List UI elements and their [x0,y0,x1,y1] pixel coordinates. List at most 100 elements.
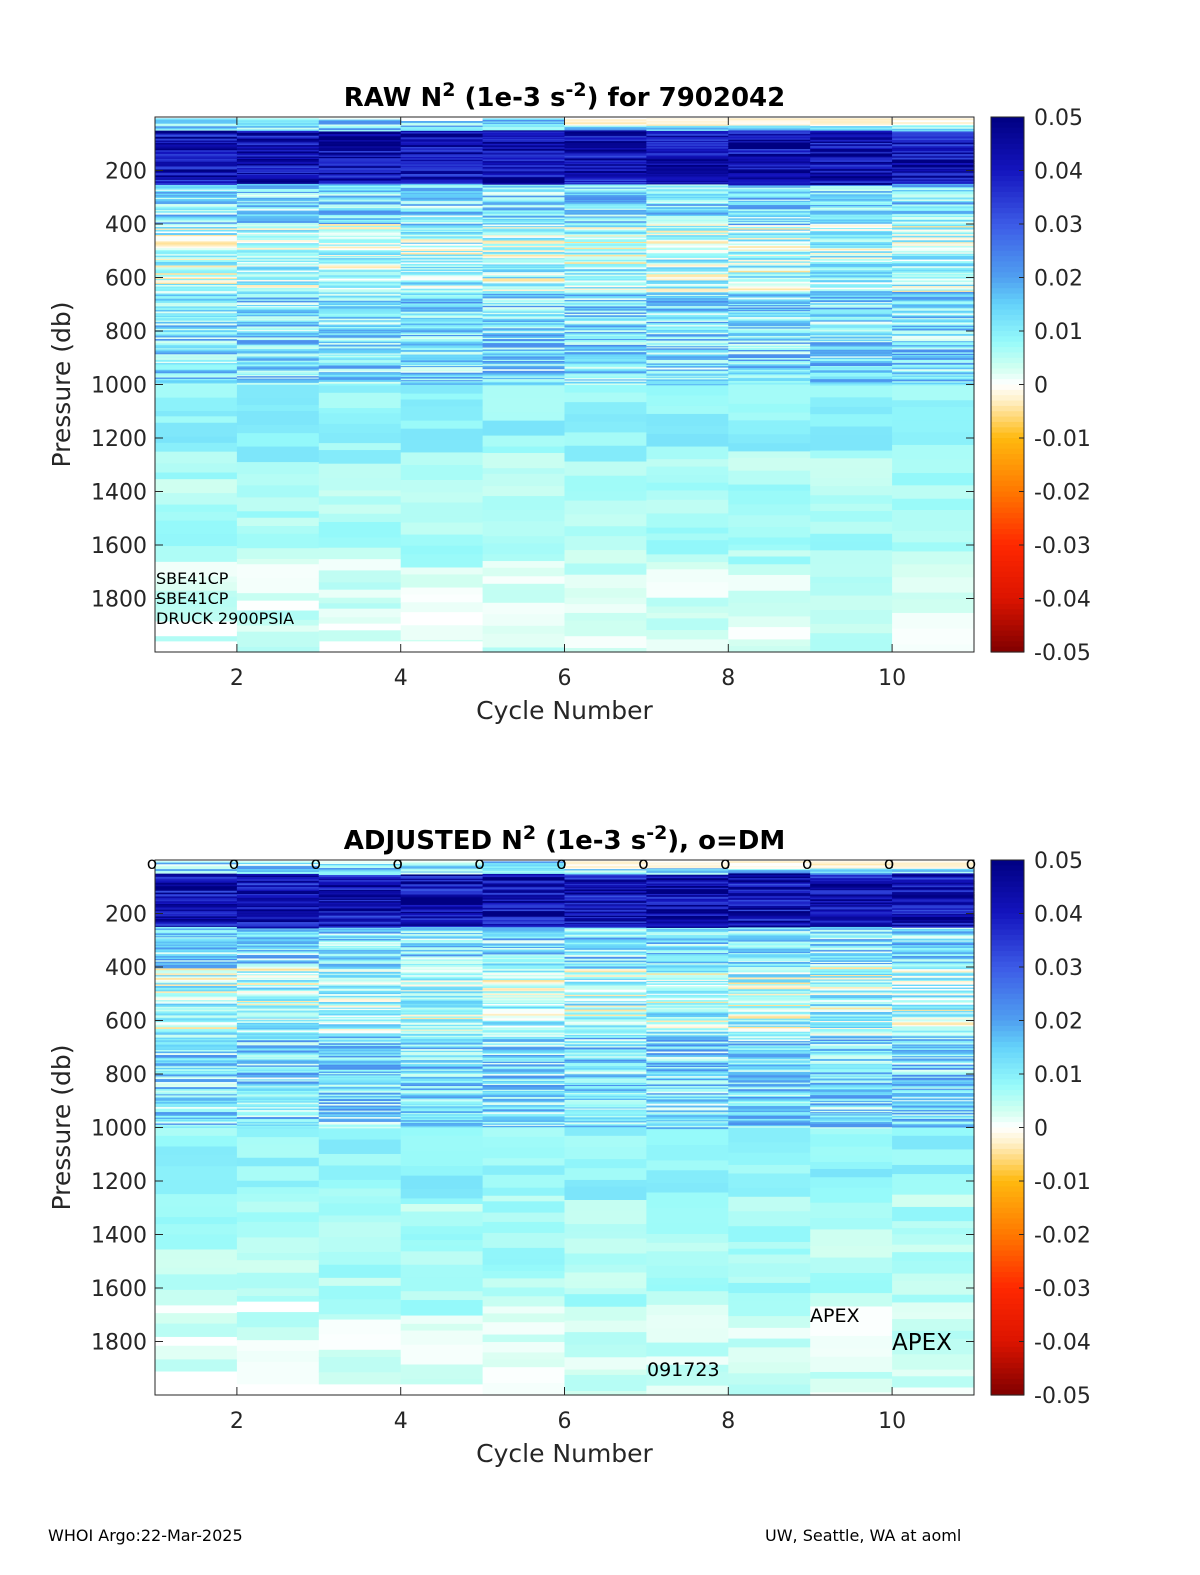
heatmap-cell [400,187,484,191]
heatmap-cell [155,231,238,234]
heatmap-cell [318,163,402,166]
heatmap-cell [318,222,402,225]
heatmap-cell [646,866,729,869]
heatmap-cell [728,897,811,901]
heatmap-cell [236,323,320,326]
heatmap-cell [400,301,484,305]
heatmap-cell [318,1029,402,1031]
heatmap-cell [400,382,484,385]
heatmap-cell [318,362,402,365]
heatmap-cell [155,193,238,196]
heatmap-cell [400,332,484,335]
heatmap-cell [318,908,402,911]
heatmap-cell [236,185,320,188]
heatmap-cell [892,375,975,378]
heatmap-cell [318,370,402,373]
heatmap-cell [482,884,566,887]
heatmap-cell [318,873,402,876]
colorbar-segment [991,1009,1024,1016]
heatmap-cell [482,222,566,224]
heatmap-cell [892,225,975,227]
heatmap-cell [318,885,402,888]
heatmap-cell [564,207,647,210]
heatmap-cell [892,1018,975,1021]
heatmap-cell [236,1201,320,1213]
heatmap-cell [482,1306,566,1315]
heatmap-cell [155,349,238,352]
heatmap-cell [646,425,729,435]
heatmap-cell [892,551,975,565]
heatmap-cell [646,955,729,959]
heatmap-cell [318,326,402,329]
heatmap-cell [155,378,238,381]
heatmap-cell [318,1015,402,1018]
heatmap-cell [482,915,566,918]
heatmap-cell [400,298,484,301]
heatmap-cell [236,994,320,998]
colorbar-segment [991,277,1024,284]
heatmap-cell [318,270,402,273]
heatmap-cell [564,251,647,254]
heatmap-cell [564,126,647,130]
heatmap-cell [646,229,729,232]
heatmap-cell [892,1096,975,1098]
heatmap-cell [155,255,238,258]
heatmap-cell [646,977,729,981]
heatmap-cell [810,323,893,326]
heatmap-cell [810,1080,893,1083]
heatmap-cell [400,128,484,131]
heatmap-cell [318,881,402,884]
heatmap-cell [155,309,238,313]
heatmap-cell [564,1006,647,1010]
heatmap-cell [482,160,566,164]
heatmap-cell [810,872,893,876]
heatmap-cell [155,1072,238,1075]
heatmap-cell [482,509,566,522]
heatmap-cell [728,866,811,868]
heatmap-cell [318,1089,402,1092]
heatmap-cell [236,1022,320,1025]
heatmap-cell [155,931,238,934]
heatmap-cell [892,895,975,898]
heatmap-cell [482,1080,566,1083]
heatmap-cell [318,283,402,287]
heatmap-cell [236,1027,320,1030]
heatmap-cell [564,1049,647,1052]
heatmap-cell [728,544,811,551]
heatmap-cell [400,1105,484,1107]
heatmap-cell [236,1180,320,1188]
heatmap-cell [155,233,238,236]
heatmap-cell [318,1117,402,1120]
heatmap-cell [892,296,975,300]
heatmap-cell [810,899,893,902]
colorbar-segment [991,619,1024,626]
heatmap-cell [155,179,238,182]
heatmap-cell [318,186,402,188]
heatmap-cell [564,931,647,934]
heatmap-cell [400,240,484,244]
heatmap-cell [236,996,320,999]
heatmap-cell [810,225,893,228]
heatmap-cell [892,1118,975,1121]
heatmap-cell [236,1050,320,1053]
heatmap-cell [400,296,484,299]
heatmap-cell [564,536,647,551]
heatmap-cell [155,1122,238,1125]
heatmap-cell [564,414,647,423]
heatmap-cell [482,486,566,497]
heatmap-cell [728,892,811,894]
heatmap-cell [318,302,402,305]
heatmap-cell [236,1121,320,1125]
heatmap-cell [400,994,484,997]
heatmap-cell [400,314,484,317]
heatmap-cell [236,1106,320,1108]
heatmap-cell [564,190,647,194]
heatmap-cell [564,241,647,244]
heatmap-cell [155,900,238,902]
heatmap-cell [236,384,320,399]
heatmap-cell [155,1095,238,1098]
heatmap-cell [646,1026,729,1029]
heatmap-cell [728,338,811,342]
heatmap-cell [728,490,811,505]
heatmap-cell [564,132,647,136]
